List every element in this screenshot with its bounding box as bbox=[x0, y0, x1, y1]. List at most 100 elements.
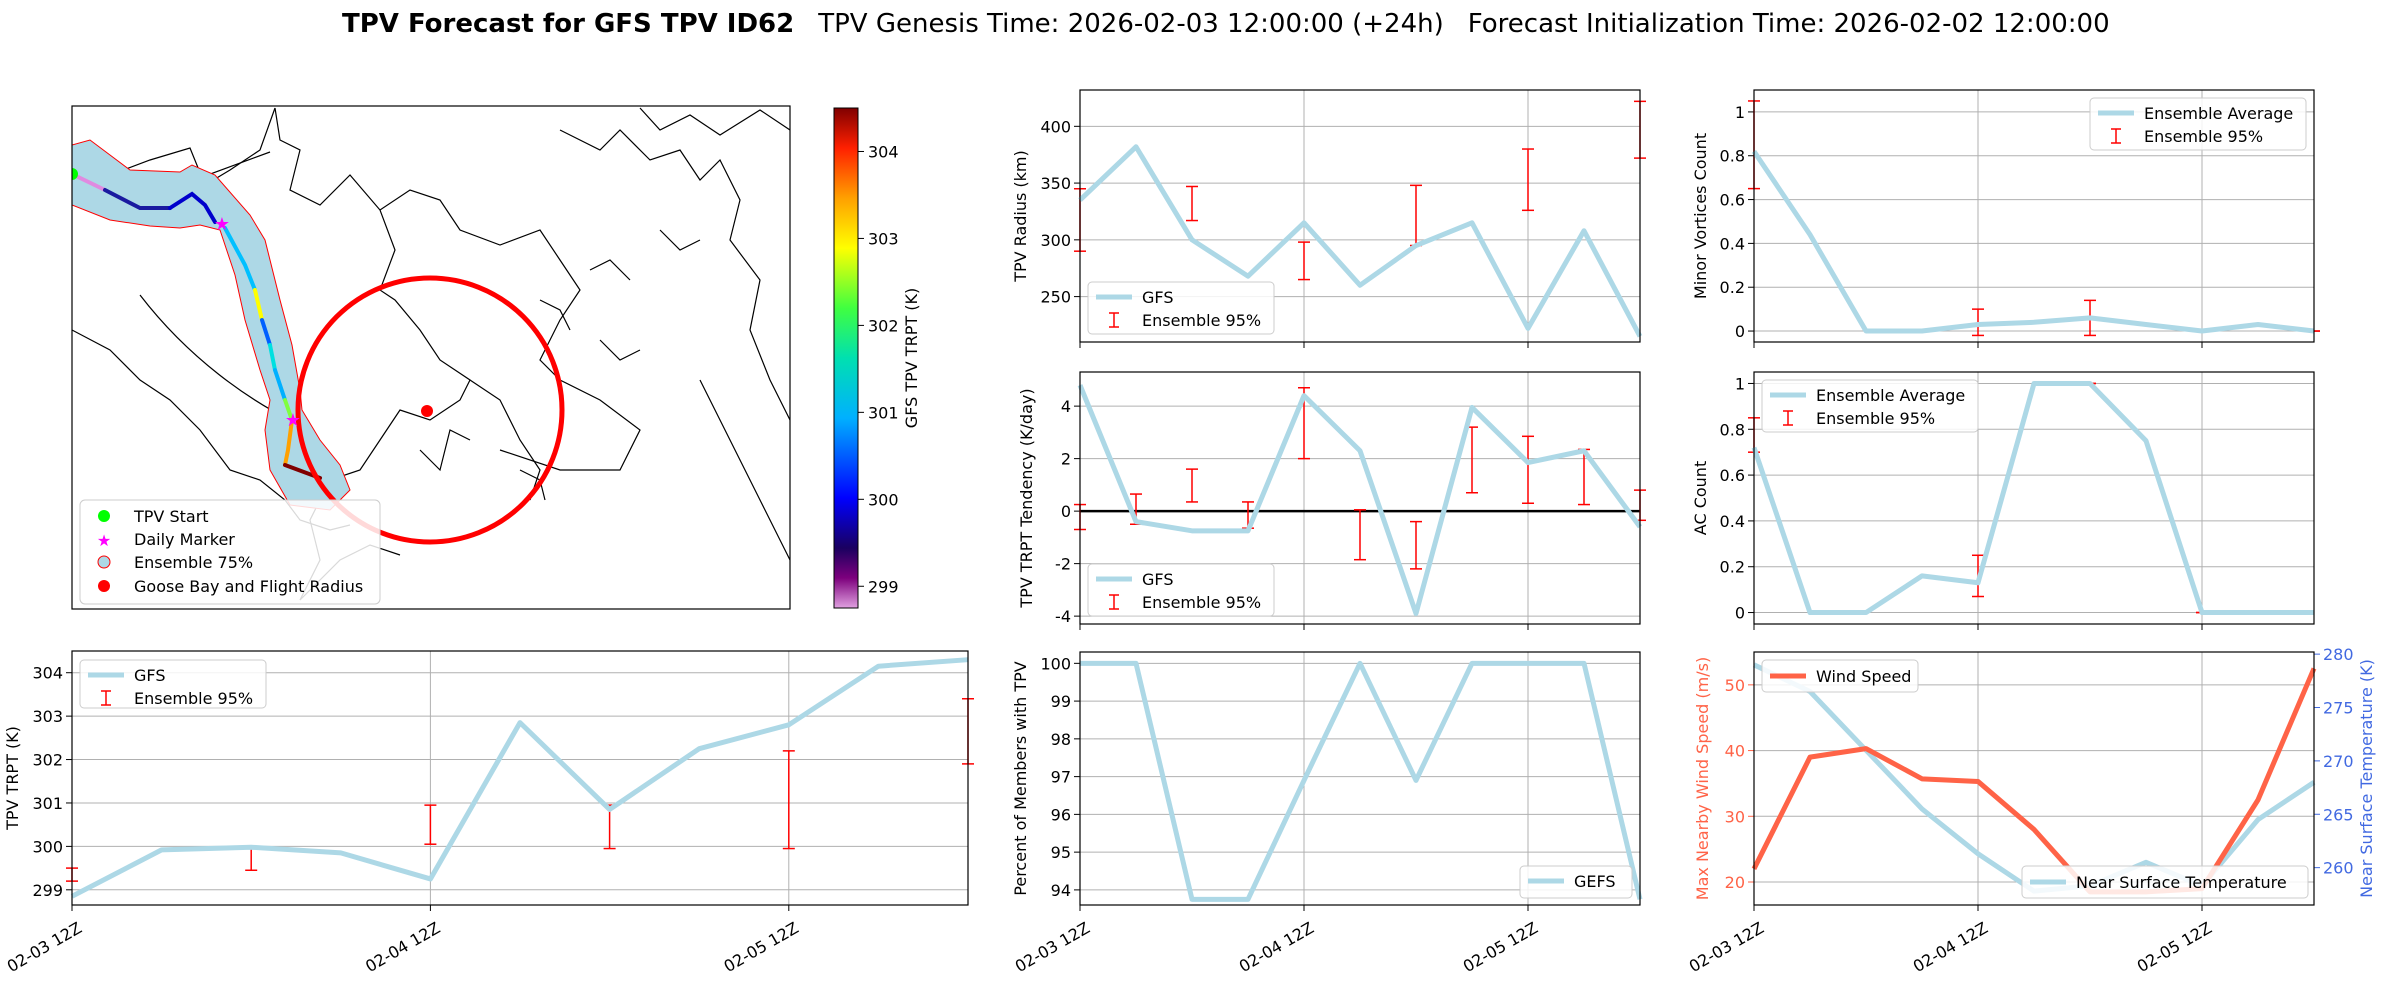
plot-frame bbox=[1079, 371, 1641, 625]
plot-frame bbox=[1753, 651, 2315, 906]
x-tick-label: 02-03 12Z bbox=[1012, 918, 1093, 976]
series-line-ensemble-average bbox=[1751, 149, 2315, 334]
daily-marker-2: ★ bbox=[285, 410, 301, 431]
colorbar-tick-label: 302 bbox=[868, 316, 899, 335]
legend-label-series: GEFS bbox=[1574, 872, 1616, 891]
y-tick-label: 0 bbox=[1735, 322, 1745, 341]
title-genesis: TPV Genesis Time: 2026-02-03 12:00:00 (+… bbox=[817, 9, 1444, 39]
plot-frame bbox=[1079, 89, 1641, 343]
legend-wind: Wind Speed bbox=[1761, 659, 1919, 693]
y-tick-label: 300 bbox=[1040, 231, 1071, 250]
legend: Ensemble Average Ensemble 95% bbox=[1761, 379, 1979, 433]
legend-temperature: Near Surface Temperature bbox=[2021, 865, 2309, 899]
y-tick-label: 50 bbox=[1725, 676, 1745, 695]
series-line-wind-speed bbox=[1751, 667, 2317, 895]
x-tick-label: 02-05 12Z bbox=[721, 918, 802, 976]
y-tick-label: 96 bbox=[1051, 805, 1071, 824]
y-tick-label: 0 bbox=[1735, 604, 1745, 623]
legend-label-ensemble: Ensemble 95% bbox=[1816, 409, 1935, 428]
y-tick-label: 0.2 bbox=[1720, 278, 1745, 297]
y-tick-label: 1 bbox=[1735, 374, 1745, 393]
y-tick-label: 40 bbox=[1725, 742, 1745, 761]
legend-box bbox=[1519, 865, 1633, 899]
tpv-start-marker bbox=[72, 168, 78, 180]
title-init: Forecast Initialization Time: 2026-02-02… bbox=[1468, 9, 2110, 39]
y-tick-label-right: 270 bbox=[2323, 752, 2354, 771]
legend-label-series: GFS bbox=[1142, 288, 1173, 307]
colorbar-tick-label: 303 bbox=[868, 229, 899, 248]
y-tick-label: 100 bbox=[1040, 654, 1071, 673]
legend-box bbox=[2089, 97, 2307, 151]
legend-label-series: GFS bbox=[1142, 570, 1173, 589]
y-tick-label: 0.8 bbox=[1720, 420, 1745, 439]
ensemble-errorbar bbox=[782, 750, 795, 850]
y-tick-label: 0.6 bbox=[1720, 191, 1745, 210]
y-axis-label: Percent of Members with TPV bbox=[1011, 661, 1030, 895]
legend-box bbox=[1087, 563, 1275, 617]
x-tick-label: 02-05 12Z bbox=[2134, 918, 2215, 976]
legend: GFS Ensemble 95% bbox=[1087, 281, 1275, 335]
legend: GFS Ensemble 95% bbox=[79, 659, 267, 709]
x-tick-label: 02-04 12Z bbox=[362, 918, 443, 976]
legend-daily-marker-icon: ★ bbox=[97, 531, 111, 550]
y-tick-label: 300 bbox=[32, 837, 63, 856]
legend-daily-marker: Daily Marker bbox=[134, 530, 235, 549]
y-axis-label: Max Nearby Wind Speed (m/s) bbox=[1693, 657, 1712, 900]
x-tick-label: 02-05 12Z bbox=[1460, 918, 1541, 976]
map-panel: ★ ★ TPV Start ★ Daily Marker Ensemble 75… bbox=[71, 105, 921, 610]
y-axis-label: TPV TRPT (K) bbox=[3, 726, 22, 831]
legend-label-series: Ensemble Average bbox=[2144, 104, 2293, 123]
ensemble-errorbar bbox=[1522, 148, 1534, 212]
daily-marker-1: ★ bbox=[214, 214, 230, 235]
y-tick-label: 99 bbox=[1051, 692, 1071, 711]
y-tick-label: 303 bbox=[32, 707, 63, 726]
series-line-gfs bbox=[70, 657, 969, 899]
y-tick-label: 302 bbox=[32, 751, 63, 770]
series-line-gfs bbox=[1077, 384, 1643, 616]
plot-frame bbox=[1079, 651, 1641, 906]
legend-label-wind: Wind Speed bbox=[1816, 667, 1911, 686]
colorbar-tick-label: 304 bbox=[868, 142, 899, 161]
y-tick-label: 4 bbox=[1061, 397, 1071, 416]
legend-label-ensemble: Ensemble 95% bbox=[2144, 127, 2263, 146]
legend-label-series: GFS bbox=[134, 666, 165, 685]
legend-box bbox=[1087, 281, 1275, 335]
x-tick-label: 02-04 12Z bbox=[1910, 918, 1991, 976]
series-line-gfs bbox=[1078, 144, 1643, 338]
legend-box bbox=[2021, 865, 2309, 899]
legend-tpv-start: TPV Start bbox=[133, 507, 209, 526]
y-axis-label: TPV TRPT Tendency (K/day) bbox=[1017, 388, 1036, 608]
x-tick-label: 02-03 12Z bbox=[4, 918, 85, 976]
y-tick-label: 2 bbox=[1061, 450, 1071, 469]
y-tick-label: 250 bbox=[1040, 288, 1071, 307]
y-tick-label: 30 bbox=[1725, 807, 1745, 826]
y-tick-label: 299 bbox=[32, 881, 63, 900]
y-tick-label-right: 275 bbox=[2323, 699, 2354, 718]
colorbar-tick-label: 301 bbox=[868, 403, 899, 422]
legend-label-ensemble: Ensemble 95% bbox=[134, 689, 253, 708]
radius-panel: 250 300 350 400 TPV Radius (km) GFS Ensemble 9… bbox=[1011, 89, 1646, 348]
y-tick-label: 98 bbox=[1051, 730, 1071, 749]
y-tick-label: 304 bbox=[32, 664, 63, 683]
y-tick-label: 1 bbox=[1735, 103, 1745, 122]
map-legend: TPV Start ★ Daily Marker Ensemble 75% Go… bbox=[79, 499, 381, 605]
figure-title: TPV Forecast for GFS TPV ID62 TPV Genesis… bbox=[342, 9, 2110, 39]
legend: GEFS bbox=[1519, 865, 1633, 899]
y-axis-label: Minor Vortices Count bbox=[1691, 133, 1710, 299]
legend-label-series: Ensemble Average bbox=[1816, 386, 1965, 405]
ensemble-errorbar bbox=[1298, 241, 1310, 281]
ensemble-errorbar bbox=[424, 804, 437, 845]
legend-goose-bay-icon bbox=[98, 580, 110, 592]
y-tick-label: 0.4 bbox=[1720, 512, 1745, 531]
plot-frame bbox=[1753, 371, 2315, 625]
ensemble-errorbar bbox=[1522, 435, 1534, 504]
trpt-panel: 02-03 12Z 02-04 12Z 02-05 12Z 299 300 301 302 3… bbox=[3, 650, 974, 976]
goose-bay-marker bbox=[421, 405, 433, 417]
y-tick-label: -4 bbox=[1055, 607, 1071, 626]
colorbar-tick-label: 299 bbox=[868, 577, 899, 596]
y-tick-label: 0 bbox=[1061, 502, 1071, 521]
legend-label-ensemble: Ensemble 95% bbox=[1142, 593, 1261, 612]
wind-temperature-panel: 02-03 12Z 02-04 12Z 02-05 12Z 20 30 40 50 260 26… bbox=[1686, 645, 2376, 976]
legend-ensemble-icon bbox=[97, 555, 111, 569]
